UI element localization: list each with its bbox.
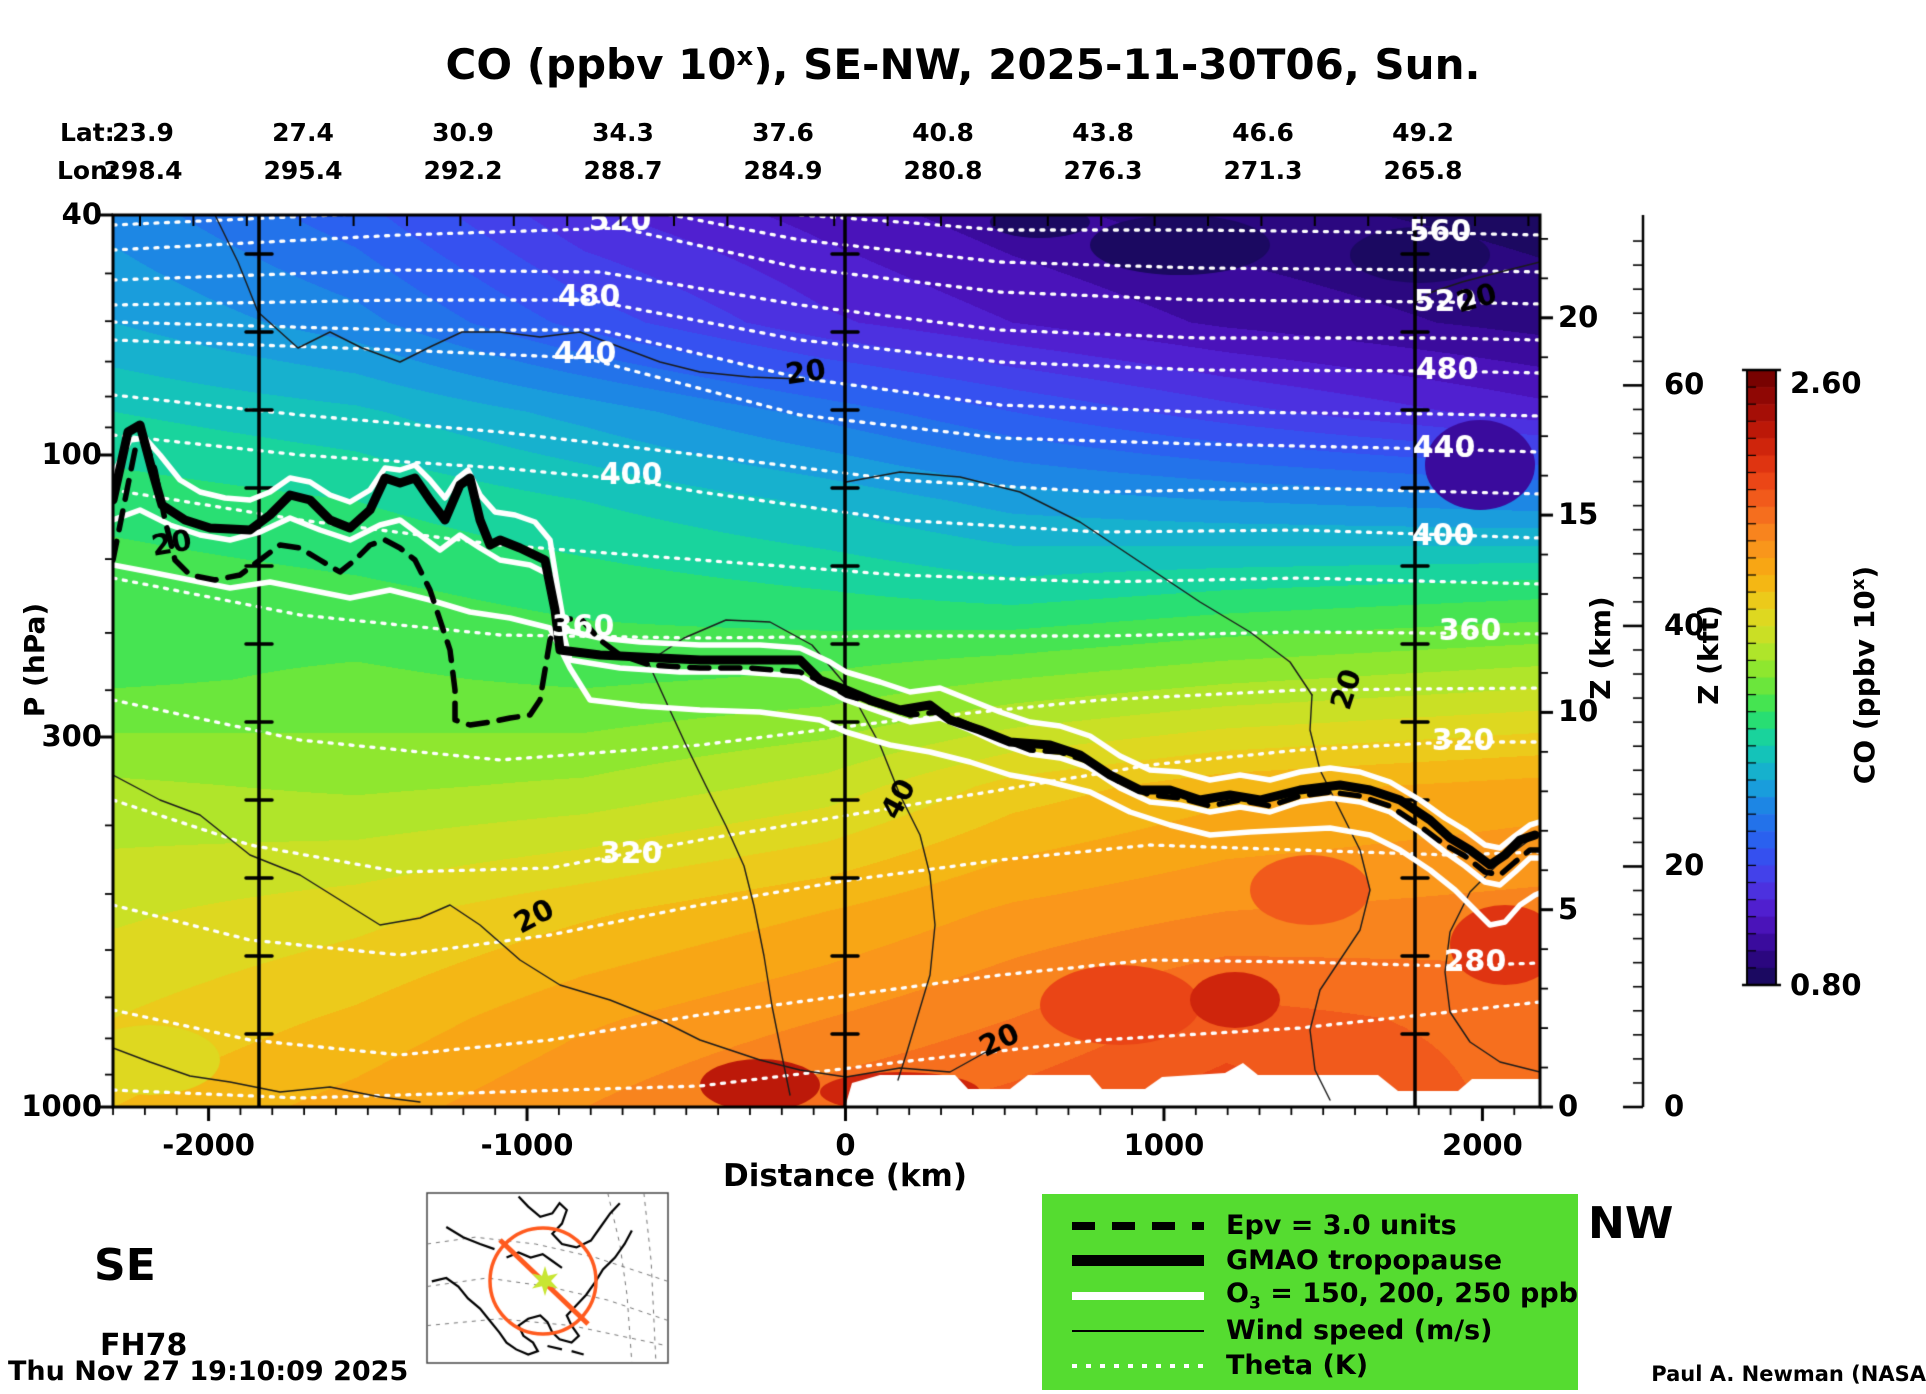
legend-sample-dashed-black-icon xyxy=(1072,1221,1204,1230)
distance-tick-label: -2000 xyxy=(162,1128,255,1162)
lon-value: 271.3 xyxy=(1223,156,1303,185)
colorbar-min-label: 0.80 xyxy=(1790,968,1862,1002)
legend-item-label: GMAO tropopause xyxy=(1226,1245,1503,1276)
zkm-tick-label: 15 xyxy=(1558,497,1599,532)
colorbar-title: CO (ppbv 10x) xyxy=(1848,475,1888,875)
zkft-axis-title: Z (kft) xyxy=(1692,605,1725,705)
zkft-tick-label: 20 xyxy=(1664,848,1705,883)
legend-sample-solid-white-thick-icon xyxy=(1072,1291,1204,1300)
lat-value: 46.6 xyxy=(1232,118,1294,147)
legend-sample-dotted-white-icon xyxy=(1072,1363,1204,1368)
title-suffix: ), SE-NW, 2025-11-30T06, Sun. xyxy=(753,40,1481,89)
credit-label: Paul A. Newman (NASA xyxy=(1651,1362,1926,1386)
flight-id-label: FH78 xyxy=(100,1328,188,1363)
colorbar-title-prefix: CO (ppbv 10 xyxy=(1848,590,1881,785)
lon-value: 284.9 xyxy=(743,156,823,185)
legend-item-label: O3 = 150, 200, 250 ppb xyxy=(1226,1277,1578,1314)
zkm-tick-label: 5 xyxy=(1558,891,1579,926)
colorbar-title-suffix: ) xyxy=(1848,565,1881,579)
legend-item-label: Epv = 3.0 units xyxy=(1226,1210,1457,1241)
distance-tick-label: 1000 xyxy=(1123,1128,1205,1162)
lon-row-label: Lon: xyxy=(57,156,118,185)
lat-value: 37.6 xyxy=(752,118,814,147)
legend-item-label: Theta (K) xyxy=(1226,1350,1369,1381)
endpoint-se-label: SE xyxy=(94,1240,156,1291)
pressure-axis-title: P (hPa) xyxy=(18,602,51,718)
title-superscript: x xyxy=(736,42,754,72)
zkft-tick-label: 0 xyxy=(1664,1089,1685,1123)
legend: Epv = 3.0 units GMAO tropopause O3 = 150, … xyxy=(1042,1194,1578,1390)
zkft-tick-label: 40 xyxy=(1664,607,1705,642)
lat-value: 43.8 xyxy=(1072,118,1134,147)
legend-item-label: Wind speed (m/s) xyxy=(1226,1315,1493,1346)
lat-row-label: Lat: xyxy=(60,118,115,147)
lat-value: 34.3 xyxy=(592,118,654,147)
lon-value: 298.4 xyxy=(103,156,183,185)
legend-item-3: Wind speed (m/s) xyxy=(1072,1313,1578,1348)
lon-value: 276.3 xyxy=(1063,156,1143,185)
zkm-tick-label: 0 xyxy=(1558,1089,1579,1123)
endpoint-nw-label: NW xyxy=(1588,1198,1674,1249)
zkm-tick-label: 20 xyxy=(1558,299,1599,334)
legend-sample-thin-black-icon xyxy=(1072,1329,1204,1332)
colorbar-title-superscript: x xyxy=(1848,578,1869,591)
lon-value: 265.8 xyxy=(1383,156,1463,185)
legend-item-0: Epv = 3.0 units xyxy=(1072,1208,1578,1243)
distance-tick-label: 2000 xyxy=(1442,1128,1523,1162)
colorbar-max-label: 2.60 xyxy=(1790,366,1862,400)
legend-item-4: Theta (K) xyxy=(1072,1348,1578,1383)
distance-axis-title: Distance (km) xyxy=(722,1158,968,1194)
lat-value: 30.9 xyxy=(432,118,494,147)
lon-value: 292.2 xyxy=(423,156,503,185)
lon-value: 288.7 xyxy=(583,156,663,185)
lon-value: 295.4 xyxy=(263,156,343,185)
lon-value: 280.8 xyxy=(903,156,983,185)
title-prefix: CO (ppbv 10 xyxy=(445,40,737,89)
pressure-tick-label: 300 xyxy=(41,719,102,753)
lat-value: 40.8 xyxy=(912,118,974,147)
pressure-tick-label: 1000 xyxy=(21,1089,102,1123)
timestamp-label: Thu Nov 27 19:10:09 2025 xyxy=(8,1356,409,1387)
distance-tick-label: -1000 xyxy=(480,1128,574,1162)
lat-value: 27.4 xyxy=(272,118,334,147)
legend-item-2: O3 = 150, 200, 250 ppb xyxy=(1072,1278,1578,1313)
lat-value: 23.9 xyxy=(112,118,174,147)
pressure-tick-label: 40 xyxy=(61,197,102,231)
legend-item-1: GMAO tropopause xyxy=(1072,1243,1578,1278)
distance-tick-label: 0 xyxy=(835,1128,856,1162)
lat-value: 49.2 xyxy=(1392,118,1454,147)
pressure-tick-label: 100 xyxy=(41,437,102,471)
page-title: CO (ppbv 10x), SE-NW, 2025-11-30T06, Sun… xyxy=(0,40,1926,89)
legend-sample-solid-black-thick-icon xyxy=(1072,1255,1204,1266)
zkm-tick-label: 10 xyxy=(1558,694,1599,729)
zkft-tick-label: 60 xyxy=(1664,367,1705,402)
